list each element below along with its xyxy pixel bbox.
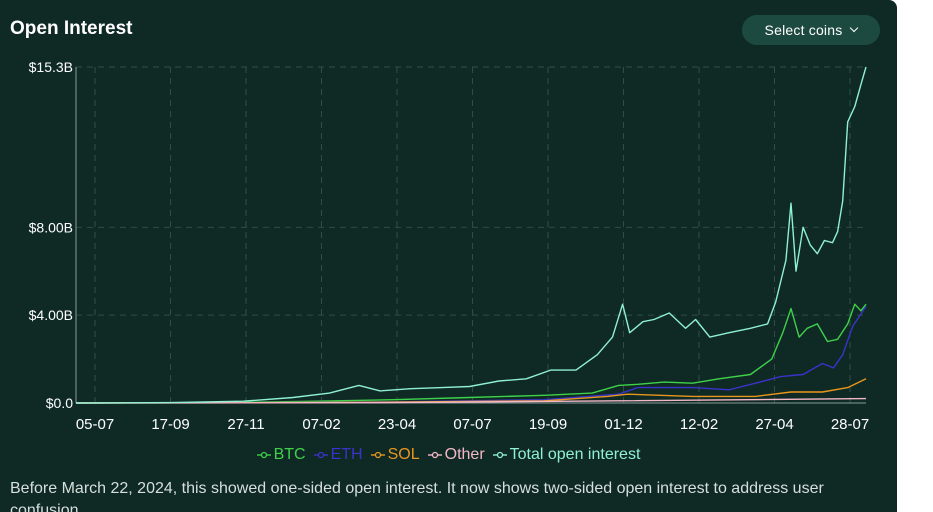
y-tick-label: $4.00B xyxy=(29,307,73,323)
series-line-btc xyxy=(75,303,867,404)
disclaimer-note: Before March 22, 2024, this showed one-s… xyxy=(10,480,824,512)
legend-label: ETH xyxy=(330,446,363,463)
legend-marker-icon xyxy=(492,451,507,459)
select-coins-button[interactable]: Select coins xyxy=(742,15,880,45)
series-line-other xyxy=(75,397,867,404)
select-coins-label: Select coins xyxy=(764,22,843,38)
legend-item-other[interactable]: Other xyxy=(427,446,485,464)
legend-label: Total open interest xyxy=(509,446,641,463)
legend-label: SOL xyxy=(387,446,420,463)
legend-marker-icon xyxy=(427,451,442,459)
page-title: Open Interest xyxy=(10,18,133,39)
x-tick-label: 19-09 xyxy=(529,416,567,433)
legend-item-btc[interactable]: BTC xyxy=(256,446,306,464)
series-line-eth xyxy=(75,306,867,404)
open-interest-chart: $0.0 $4.00B $8.00B $15.3B 05-07 17-09 27-11 07-… xyxy=(29,59,870,433)
x-tick-label: 05-07 xyxy=(76,416,114,433)
chart-legend: BTC ETH SOL Other Total open interest xyxy=(0,446,897,464)
legend-marker-icon xyxy=(313,451,328,459)
legend-item-sol[interactable]: SOL xyxy=(370,446,420,464)
x-tick-label: 17-09 xyxy=(151,416,189,433)
y-tick-label: $0.0 xyxy=(46,395,73,411)
x-tick-label: 01-12 xyxy=(604,416,642,433)
x-tick-label: 07-02 xyxy=(302,416,340,433)
y-tick-label: $15.3B xyxy=(29,59,73,75)
legend-marker-icon xyxy=(370,451,385,459)
x-tick-label: 12-02 xyxy=(680,416,718,433)
x-tick-label: 23-04 xyxy=(378,416,416,433)
legend-item-eth[interactable]: ETH xyxy=(313,446,363,464)
x-tick-label: 07-07 xyxy=(453,416,491,433)
y-tick-label: $8.00B xyxy=(29,219,73,235)
legend-marker-icon xyxy=(256,451,271,459)
x-tick-label: 27-04 xyxy=(755,416,793,433)
legend-item-total-open-interest[interactable]: Total open interest xyxy=(492,446,641,464)
legend-label: BTC xyxy=(273,446,306,463)
series-line-total-open-interest xyxy=(75,66,867,404)
open-interest-card: Open Interest Select coins $0.0 $4.00B $8.… xyxy=(0,0,897,512)
x-tick-label: 28-07 xyxy=(831,416,869,433)
x-tick-label: 27-11 xyxy=(227,416,264,433)
legend-label: Other xyxy=(444,446,485,463)
